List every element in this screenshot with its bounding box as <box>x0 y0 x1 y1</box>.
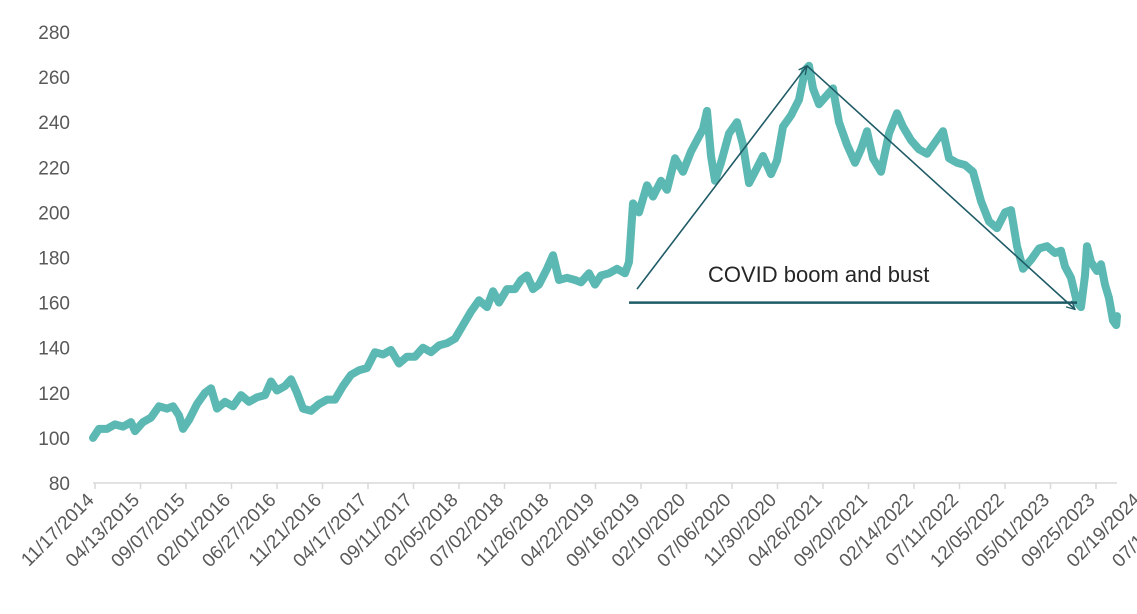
annotation-boom-arrow <box>636 66 807 290</box>
y-tick-label: 160 <box>38 294 70 315</box>
y-tick-label: 140 <box>38 339 70 360</box>
x-axis-ticks: 11/17/201404/13/201509/07/201502/01/2016… <box>17 483 1137 572</box>
y-tick-label: 260 <box>38 68 70 89</box>
y-tick-label: 100 <box>38 429 70 450</box>
y-tick-label: 280 <box>38 23 70 44</box>
annotation-covid-boom-and-bust: COVID boom and bust <box>708 262 929 287</box>
annotation-lines <box>629 66 1077 310</box>
annotation-bust-arrow <box>806 65 1075 310</box>
y-tick-label: 240 <box>38 113 70 134</box>
y-tick-label: 220 <box>38 158 70 179</box>
y-axis-ticks: 80 100 120 140 160 180 200 220 240 260 280 <box>38 23 70 495</box>
y-tick-label: 80 <box>49 474 70 495</box>
y-tick-label: 120 <box>38 384 70 405</box>
y-tick-label: 200 <box>38 203 70 224</box>
y-tick-label: 180 <box>38 249 70 270</box>
series-line-index <box>89 61 1121 442</box>
